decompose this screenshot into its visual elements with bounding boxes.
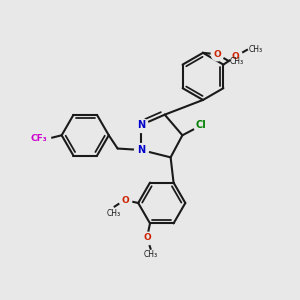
- Text: CH₃: CH₃: [143, 250, 158, 260]
- Text: N: N: [137, 145, 145, 155]
- Text: O: O: [143, 233, 151, 242]
- Text: CH₃: CH₃: [248, 45, 262, 54]
- Text: O: O: [232, 52, 240, 61]
- Text: CH₃: CH₃: [230, 57, 244, 66]
- Text: CH₃: CH₃: [107, 209, 121, 218]
- Text: N: N: [137, 120, 145, 130]
- Text: Cl: Cl: [195, 120, 206, 130]
- Text: O: O: [121, 196, 129, 205]
- Text: CF₃: CF₃: [30, 134, 47, 143]
- Text: O: O: [213, 50, 221, 59]
